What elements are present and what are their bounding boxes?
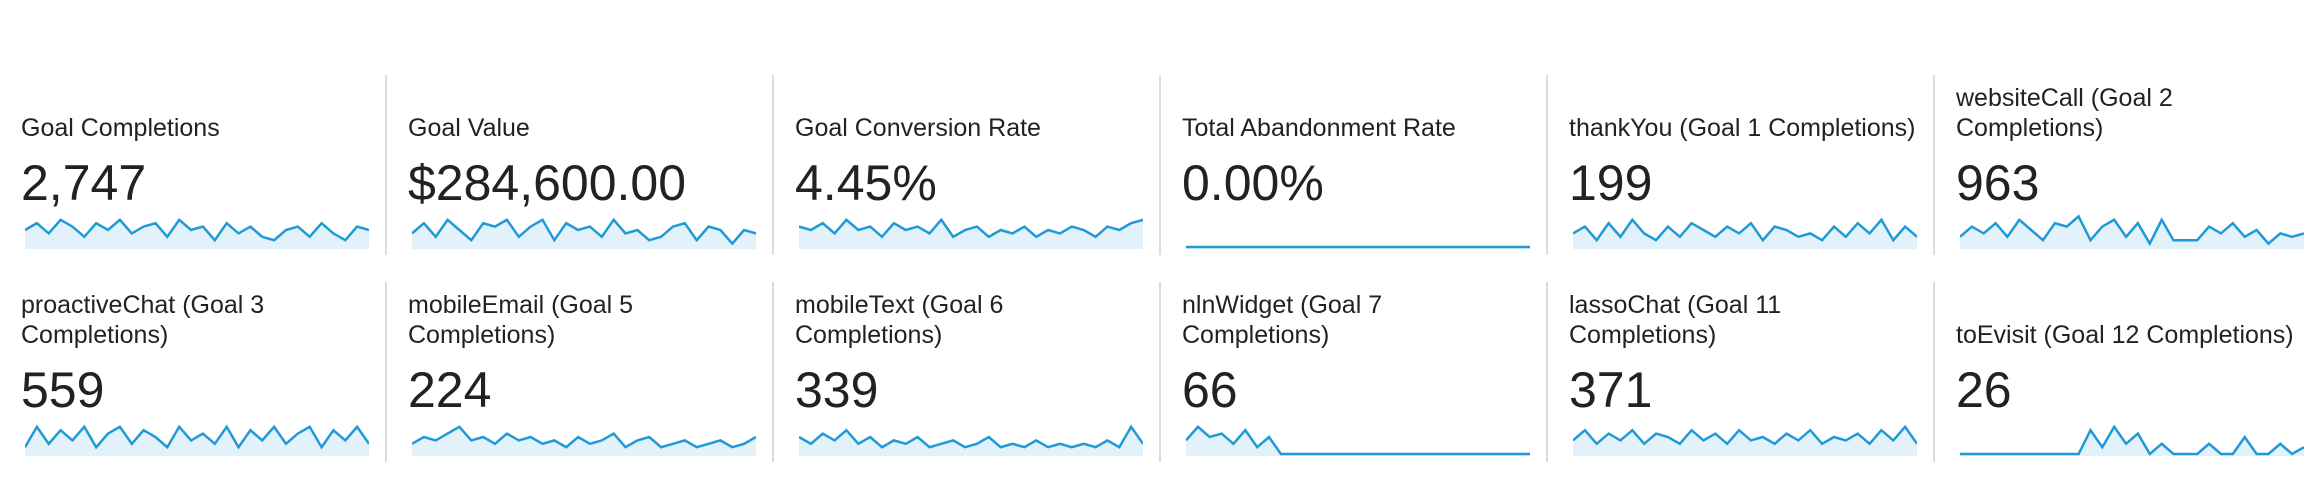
metric-card: Goal Conversion Rate 4.45% <box>774 75 1161 255</box>
metric-card: proactiveChat (Goal 3 Completions) 559 <box>0 282 387 462</box>
sparkline-line <box>412 217 756 246</box>
metric-card: lassoChat (Goal 11 Completions) 371 <box>1548 282 1935 462</box>
sparkline <box>1573 217 1917 249</box>
sparkline-area <box>1186 426 1530 456</box>
sparkline <box>25 217 369 249</box>
metric-card: websiteCall (Goal 2 Completions) 963 <box>1935 75 2320 255</box>
metric-value: 4.45% <box>795 155 937 211</box>
metric-card: nlnWidget (Goal 7 Completions) 66 <box>1161 282 1548 462</box>
sparkline-line <box>412 425 756 449</box>
metric-label: Goal Completions <box>21 114 220 142</box>
sparkline-area <box>1573 426 1917 456</box>
metric-value: 224 <box>408 362 492 418</box>
metric-value: 339 <box>795 362 879 418</box>
metric-label: mobileEmail (Goal 5 Completions) <box>408 291 634 349</box>
metric-label: Goal Value <box>408 114 530 142</box>
metric-label: proactiveChat (Goal 3 Completions) <box>21 291 265 349</box>
metric-label: lassoChat (Goal 11 Completions) <box>1569 291 1782 349</box>
sparkline-line <box>25 424 369 450</box>
metric-value: 199 <box>1569 155 1653 211</box>
sparkline <box>1960 424 2304 456</box>
metric-label: mobileText (Goal 6 Completions) <box>795 291 1004 349</box>
sparkline-area <box>25 219 369 249</box>
sparkline <box>799 424 1143 456</box>
metric-label: nlnWidget (Goal 7 Completions) <box>1182 291 1383 349</box>
metric-value: $284,600.00 <box>408 155 687 211</box>
sparkline <box>799 217 1143 249</box>
metric-label: Total Abandonment Rate <box>1182 114 1456 142</box>
metric-card: thankYou (Goal 1 Completions) 199 <box>1548 75 1935 255</box>
sparkline-line <box>1573 424 1917 446</box>
sparkline-line <box>25 217 369 243</box>
metric-value: 26 <box>1956 362 2012 418</box>
sparkline-line <box>799 217 1143 239</box>
sparkline <box>1960 214 2304 249</box>
sparkline-line <box>1960 424 2304 456</box>
metric-value: 2,747 <box>21 155 147 211</box>
sparkline <box>1186 425 1530 456</box>
sparkline-line <box>1186 425 1530 456</box>
metric-value: 66 <box>1182 362 1238 418</box>
metric-label: toEvisit (Goal 12 Completions) <box>1956 321 2294 349</box>
sparkline-area <box>1573 219 1917 249</box>
sparkline-area <box>1960 216 2304 249</box>
metric-card: mobileEmail (Goal 5 Completions) 224 <box>387 282 774 462</box>
sparkline <box>25 424 369 456</box>
metric-value: 0.00% <box>1182 155 1324 211</box>
metric-label: Goal Conversion Rate <box>795 114 1041 142</box>
metric-value: 559 <box>21 362 105 418</box>
metric-card: Total Abandonment Rate 0.00% <box>1161 75 1548 255</box>
metric-label: websiteCall (Goal 2 Completions) <box>1956 84 2173 142</box>
sparkline-line <box>1960 214 2304 247</box>
sparkline-area <box>412 219 756 249</box>
metric-label: thankYou (Goal 1 Completions) <box>1569 114 1916 142</box>
sparkline-area <box>799 219 1143 249</box>
metric-value: 371 <box>1569 362 1653 418</box>
sparkline <box>412 425 756 456</box>
metric-card: mobileText (Goal 6 Completions) 339 <box>774 282 1161 462</box>
metric-card: Goal Value $284,600.00 <box>387 75 774 255</box>
sparkline-area <box>1960 426 2304 456</box>
sparkline-line <box>1573 217 1917 243</box>
sparkline <box>1186 245 1530 249</box>
sparkline <box>1573 424 1917 456</box>
metric-value: 963 <box>1956 155 2040 211</box>
sparkline <box>412 217 756 249</box>
sparkline-area <box>799 426 1143 456</box>
sparkline-line <box>799 424 1143 449</box>
metric-card: toEvisit (Goal 12 Completions) 26 <box>1935 282 2320 462</box>
sparkline-area <box>25 426 369 456</box>
metric-card: Goal Completions 2,747 <box>0 75 387 255</box>
